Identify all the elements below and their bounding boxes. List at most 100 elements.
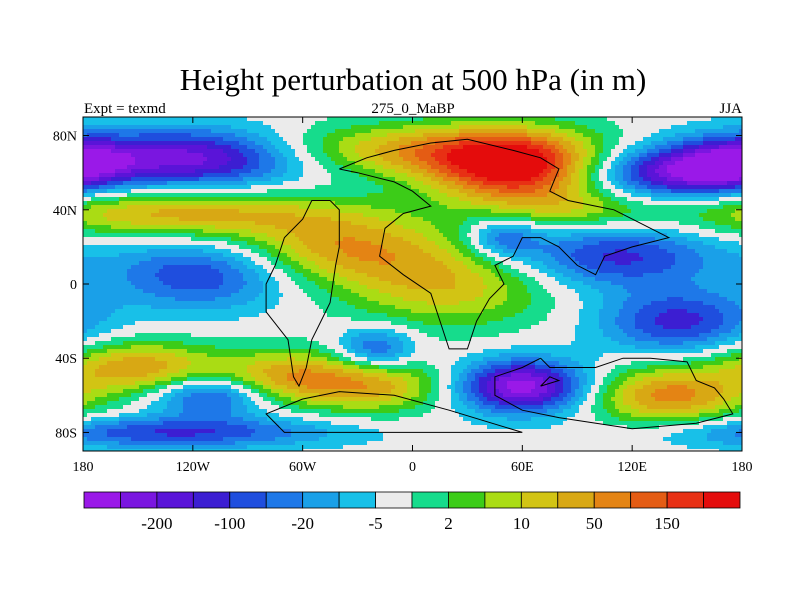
field-cell [239,125,244,130]
field-cell [247,305,252,310]
field-cell [147,309,152,314]
field-cell [163,429,168,434]
field-cell [195,345,200,350]
field-cell [291,129,296,134]
field-cell [179,301,184,306]
field-cell [91,257,96,262]
field-cell [247,437,252,442]
field-cell [151,237,156,242]
field-cell [219,213,224,218]
field-cell [203,221,208,226]
field-cell [103,169,108,174]
field-cell [175,129,180,134]
field-cell [215,329,220,334]
field-cell [143,317,148,322]
field-cell [291,221,296,226]
field-cell [311,233,316,238]
field-cell [243,181,248,186]
field-cell [119,193,124,198]
field-cell [303,241,308,246]
field-cell [223,365,228,370]
field-cell [259,397,264,402]
field-cell [195,269,200,274]
field-cell [287,313,292,318]
field-cell [211,317,216,322]
field-cell [195,385,200,390]
field-cell [207,421,212,426]
field-cell [287,309,292,314]
field-cell [271,277,276,282]
field-cell [83,353,88,358]
field-cell [207,349,212,354]
field-cell [279,333,284,338]
field-cell [143,313,148,318]
field-cell [235,373,240,378]
field-cell [215,357,220,362]
field-cell [279,445,284,450]
field-cell [279,437,284,442]
field-cell [151,241,156,246]
field-cell [211,173,216,178]
field-cell [175,265,180,270]
field-cell [175,141,180,146]
field-cell [239,261,244,266]
field-cell [143,229,148,234]
field-cell [195,229,200,234]
field-cell [287,157,292,162]
field-cell [171,141,176,146]
field-cell [163,133,168,138]
field-cell [307,333,312,338]
field-cell [107,165,112,170]
field-cell [259,293,264,298]
field-cell [187,401,192,406]
field-cell [183,445,188,450]
field-cell [159,185,164,190]
field-cell [207,289,212,294]
field-cell [163,249,168,254]
field-cell [223,325,228,330]
field-cell [183,245,188,250]
field-cell [211,297,216,302]
field-cell [95,157,100,162]
field-cell [215,169,220,174]
field-cell [275,321,280,326]
field-cell [167,185,172,190]
field-cell [271,361,276,366]
field-cell [135,417,140,422]
field-cell [163,297,168,302]
field-cell [139,393,144,398]
field-cell [83,145,88,150]
field-cell [123,417,128,422]
field-cell [207,385,212,390]
field-cell [163,273,168,278]
field-cell [135,281,140,286]
field-cell [211,161,216,166]
field-cell [159,281,164,286]
field-cell [175,281,180,286]
field-cell [235,165,240,170]
field-cell [199,309,204,314]
field-cell [119,385,124,390]
field-cell [135,345,140,350]
field-cell [119,261,124,266]
field-cell [191,229,196,234]
field-cell [171,361,176,366]
field-cell [295,337,300,342]
field-cell [307,301,312,306]
field-cell [175,185,180,190]
field-cell [231,261,236,266]
field-cell [171,429,176,434]
field-cell [315,265,320,270]
field-cell [147,165,152,170]
field-cell [159,393,164,398]
field-cell [147,173,152,178]
field-cell [251,337,256,342]
field-cell [263,161,268,166]
field-cell [143,449,148,451]
field-cell [203,241,208,246]
field-cell [311,141,316,146]
field-cell [211,301,216,306]
field-cell [283,121,288,126]
field-cell [131,185,136,190]
field-cell [183,185,188,190]
